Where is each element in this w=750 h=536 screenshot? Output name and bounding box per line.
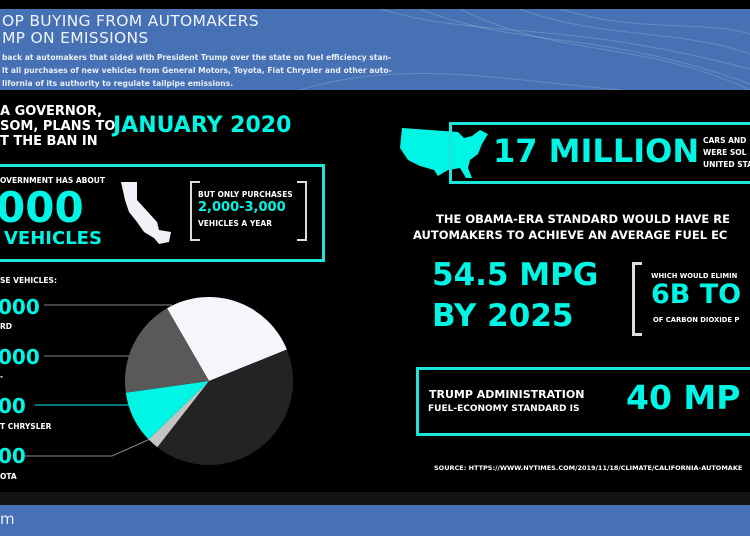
source-link[interactable]: SOURCE: HTTPS://WWW.NYTIMES.COM/2019/11/… xyxy=(434,464,743,472)
sales-number: 17 MILLION xyxy=(493,132,700,170)
breakdown-value-2: 000 xyxy=(0,345,40,369)
purchases-value: 2,000-3,000 xyxy=(198,200,286,215)
governor-line1: A GOVERNOR, xyxy=(0,104,103,119)
trump-box xyxy=(416,367,750,436)
trump-line1: TRUMP ADMINISTRATION xyxy=(429,388,585,401)
pie-slice-light-gray xyxy=(148,381,209,448)
pie-slice-gray xyxy=(125,308,209,393)
fleet-label: OVERNMENT HAS ABOUT xyxy=(0,176,105,185)
breakdown-heading: SE VEHICLES: xyxy=(0,276,57,285)
footer-bar: m xyxy=(0,505,750,536)
breakdown-label-1: RD xyxy=(0,322,13,331)
bracket-left xyxy=(190,181,200,241)
governor-text: A GOVERNOR, SOM, PLANS TO T THE BAN IN xyxy=(0,104,116,149)
breakdown-label-4: OTA xyxy=(0,472,17,481)
header-title-line2: MP ON EMISSIONS xyxy=(2,29,149,47)
trump-value: 40 MP xyxy=(626,378,741,417)
obama-year: BY 2025 xyxy=(432,298,574,334)
breakdown-value-4: 00 xyxy=(0,444,26,468)
obama-line2: AUTOMAKERS TO ACHIEVE AN AVERAGE FUEL EC xyxy=(413,228,728,242)
leader-line-4 xyxy=(25,438,151,457)
ban-date: JANUARY 2020 xyxy=(113,113,292,138)
elim-bracket xyxy=(632,262,642,336)
governor-line2: SOM, PLANS TO xyxy=(0,119,116,134)
sales-line3: UNITED STA xyxy=(703,160,750,169)
trump-line2: FUEL-ECONOMY STANDARD IS xyxy=(428,404,580,414)
breakdown-label-3: T CHRYSLER xyxy=(0,422,52,431)
header-body-line1: back at automakers that sided with Presi… xyxy=(2,53,392,62)
purchases-label: BUT ONLY PURCHASES xyxy=(198,190,293,199)
fleet-unit: VEHICLES xyxy=(4,228,102,249)
elim-label: WHICH WOULD ELIMIN xyxy=(651,272,738,280)
bracket-right xyxy=(297,181,307,241)
header-body-line2: lt all purchases of new vehicles from Ge… xyxy=(2,66,392,75)
elim-value: 6B TO xyxy=(651,279,742,310)
vehicle-pie-chart xyxy=(25,296,294,465)
header-body-line3: lifornia of its authority to regulate ta… xyxy=(2,79,234,88)
pie-slice-cyan xyxy=(125,381,209,440)
sales-box xyxy=(449,122,750,184)
obama-mpg: 54.5 MPG xyxy=(432,257,599,293)
breakdown-value-3: 00 xyxy=(0,394,26,418)
fleet-number: 000 xyxy=(0,183,84,232)
breakdown-label-2: - xyxy=(0,372,4,381)
obama-line1: THE OBAMA-ERA STANDARD WOULD HAVE RE xyxy=(436,212,731,226)
elim-unit: OF CARBON DIOXIDE P xyxy=(653,316,740,324)
header-banner: OP BUYING FROM AUTOMAKERS MP ON EMISSION… xyxy=(0,9,750,90)
usa-map-icon xyxy=(400,128,488,178)
pie-slice-dark xyxy=(157,349,294,465)
purchases-unit: VEHICLES A YEAR xyxy=(198,219,272,228)
sales-line1: CARS AND xyxy=(703,136,747,145)
divider-strip xyxy=(0,492,750,505)
wave-pattern xyxy=(299,9,750,90)
pie-slice-white xyxy=(167,296,287,381)
sales-line2: WERE SOL xyxy=(703,148,747,157)
california-map-icon xyxy=(121,182,171,244)
breakdown-value-1: 000 xyxy=(0,295,40,319)
header-title-line1: OP BUYING FROM AUTOMAKERS xyxy=(2,12,259,30)
footer-left-text: m xyxy=(0,510,15,528)
fleet-box xyxy=(0,164,325,262)
governor-line3: T THE BAN IN xyxy=(0,134,98,149)
sales-text: CARS AND WERE SOL UNITED STA xyxy=(703,135,750,171)
